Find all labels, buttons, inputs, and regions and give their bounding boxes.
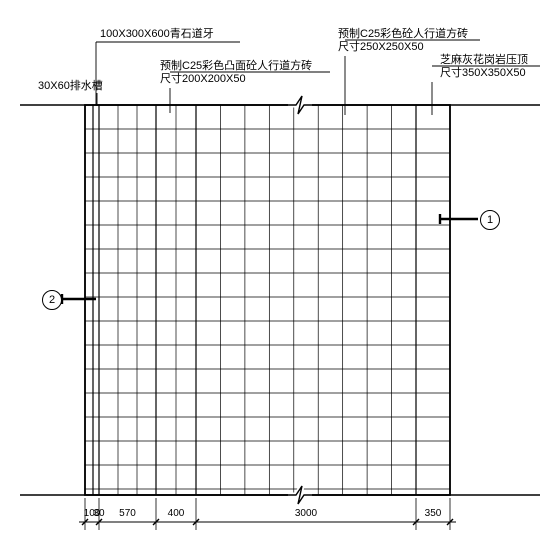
label-gutter-text: 30X60排水槽 (38, 80, 103, 92)
section-mark-2: 2 (42, 290, 62, 310)
label-convex-paver-l1: 预制C25彩色凸面砼人行道方砖 (160, 60, 312, 72)
label-convex-paver-l2: 尺寸200X200X50 (160, 73, 246, 85)
section-mark-1: 1 (480, 210, 500, 230)
dim-350: 350 (416, 508, 450, 519)
dim-570: 570 (99, 508, 156, 519)
label-flat-paver-l1: 预制C25彩色砼人行道方砖 (338, 28, 468, 40)
label-convex-paver: 预制C25彩色凸面砼人行道方砖 尺寸200X200X50 (160, 60, 312, 86)
label-granite-cap-l1: 芝麻灰花岗岩压顶 (440, 54, 528, 66)
label-curb-text: 100X300X600青石道牙 (100, 28, 214, 40)
dim-3000: 3000 (196, 508, 416, 519)
label-flat-paver-l2: 尺寸250X250X50 (338, 41, 424, 53)
section-mark-1-num: 1 (487, 214, 493, 226)
label-granite-cap-l2: 尺寸350X350X50 (440, 67, 526, 79)
label-granite-cap: 芝麻灰花岗岩压顶 尺寸350X350X50 (440, 54, 528, 80)
label-flat-paver: 预制C25彩色砼人行道方砖 尺寸250X250X50 (338, 28, 468, 54)
label-gutter: 30X60排水槽 (38, 80, 103, 93)
dim-400: 400 (156, 508, 196, 519)
label-curb: 100X300X600青石道牙 (100, 28, 214, 41)
section-mark-2-num: 2 (49, 294, 55, 306)
